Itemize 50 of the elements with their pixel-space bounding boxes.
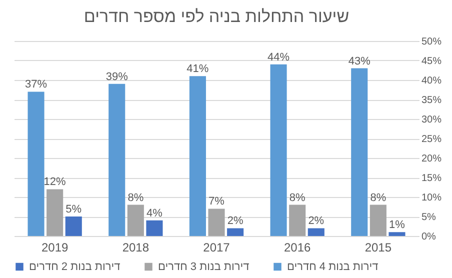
- data-label: 44%: [268, 51, 290, 64]
- x-tick-label: 2015: [364, 240, 392, 254]
- data-label: 37%: [25, 78, 48, 91]
- bar: [189, 76, 206, 236]
- chart-title: שיעור התחלות בניה לפי מספר חדרים: [84, 7, 350, 26]
- y-tick-label: 50%: [422, 36, 442, 48]
- data-label: 2%: [308, 215, 324, 228]
- data-label: 4%: [146, 207, 163, 220]
- bar: [308, 228, 324, 236]
- y-tick-label: 25%: [422, 134, 442, 145]
- bar: [127, 204, 144, 236]
- data-label: 8%: [289, 192, 306, 204]
- bar: [370, 204, 386, 236]
- y-tick-label: 15%: [422, 173, 442, 184]
- data-label: 41%: [186, 63, 209, 76]
- legend-label: דירות בנות 2 חדרים: [29, 260, 120, 273]
- bar: [208, 208, 225, 236]
- x-tick-label: 2016: [284, 240, 312, 254]
- y-tick-label: 45%: [422, 56, 442, 67]
- legend-label: דירות בנות 3 חדרים: [158, 260, 250, 273]
- x-tick-label: 2018: [122, 240, 150, 254]
- data-label: 2%: [227, 215, 244, 228]
- data-label: 43%: [348, 55, 371, 68]
- y-tick-label: 5%: [422, 212, 436, 223]
- y-tick-label: 0%: [422, 232, 436, 242]
- data-label: 1%: [389, 219, 406, 232]
- bar: [65, 216, 82, 236]
- bar: [108, 84, 126, 236]
- data-label: 7%: [208, 196, 225, 208]
- bar: [289, 204, 306, 236]
- bar: [270, 64, 287, 236]
- data-label: 39%: [106, 70, 128, 83]
- y-tick-label: 40%: [422, 76, 442, 86]
- y-tick-label: 35%: [422, 95, 442, 106]
- data-label: 8%: [128, 192, 144, 204]
- x-tick-label: 2017: [203, 240, 230, 254]
- legend-label: דירות בנות 4 חדרים: [287, 260, 378, 273]
- y-tick-label: 30%: [422, 114, 442, 126]
- bar: [351, 68, 368, 236]
- bar: [46, 189, 64, 236]
- data-label: 5%: [66, 204, 82, 216]
- x-tick-label: 2019: [41, 240, 68, 254]
- bar: [227, 228, 244, 236]
- y-tick-label: 10%: [422, 192, 442, 204]
- bar: [146, 220, 163, 236]
- bar: [28, 92, 44, 236]
- data-label: 8%: [370, 192, 386, 204]
- data-label: 12%: [44, 176, 66, 188]
- y-tick-label: 20%: [422, 154, 442, 164]
- bar: [388, 232, 406, 236]
